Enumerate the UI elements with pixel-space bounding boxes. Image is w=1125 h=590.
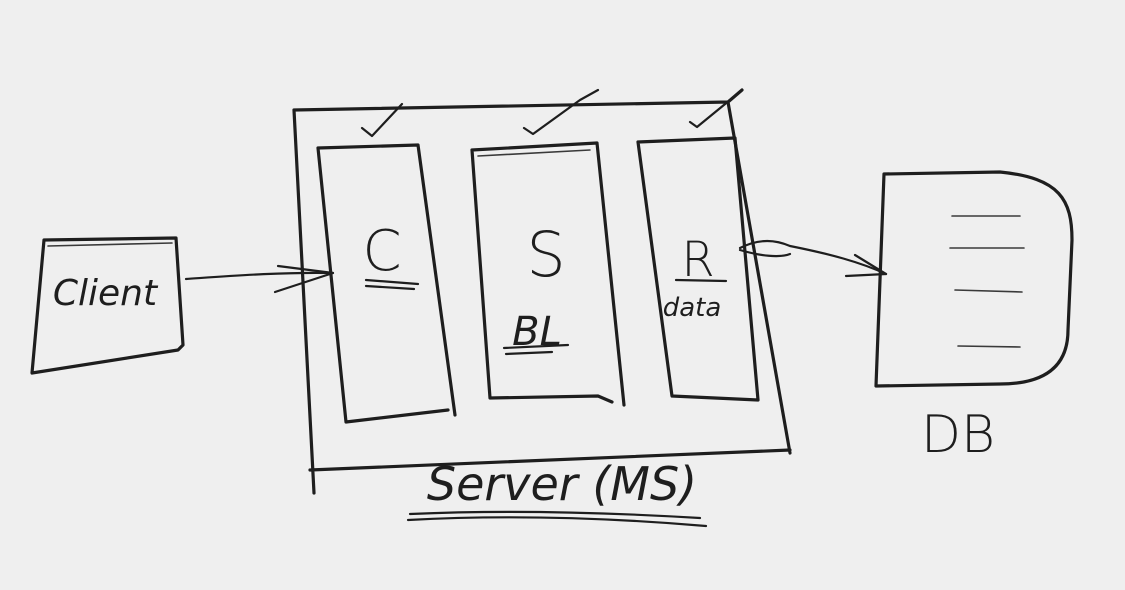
client-node: Client <box>30 236 185 375</box>
check-icon-service <box>522 88 600 136</box>
check-icon-repository <box>688 98 732 129</box>
repository-to-db-arrow <box>738 239 888 278</box>
client-to-controller-arrow <box>184 264 335 294</box>
database-label: DB <box>921 405 995 465</box>
client-box <box>30 236 185 375</box>
service-layer: S BL <box>470 141 626 407</box>
server-box <box>292 88 792 495</box>
database-record-lines <box>949 215 1025 348</box>
service-sublabel-underline <box>502 343 570 356</box>
controller-layer: C <box>316 143 457 424</box>
repository-label: R <box>681 232 714 288</box>
client-label: Client <box>53 273 159 314</box>
check-icon-controller <box>360 102 404 138</box>
database-box <box>874 170 1074 388</box>
repository-label-underline <box>674 278 728 283</box>
database-node: DB <box>874 170 1074 465</box>
repository-sublabel: data <box>663 293 722 323</box>
controller-label-underline <box>364 278 420 291</box>
service-label: S <box>526 218 565 291</box>
repository-layer: R data <box>636 136 760 402</box>
client-box-top-sketch <box>47 242 173 247</box>
server-node: C S BL R data Server (MS) <box>292 88 792 528</box>
server-label: Server (MS) <box>427 457 697 511</box>
controller-label: C <box>362 219 401 284</box>
server-label-underline <box>406 510 708 528</box>
